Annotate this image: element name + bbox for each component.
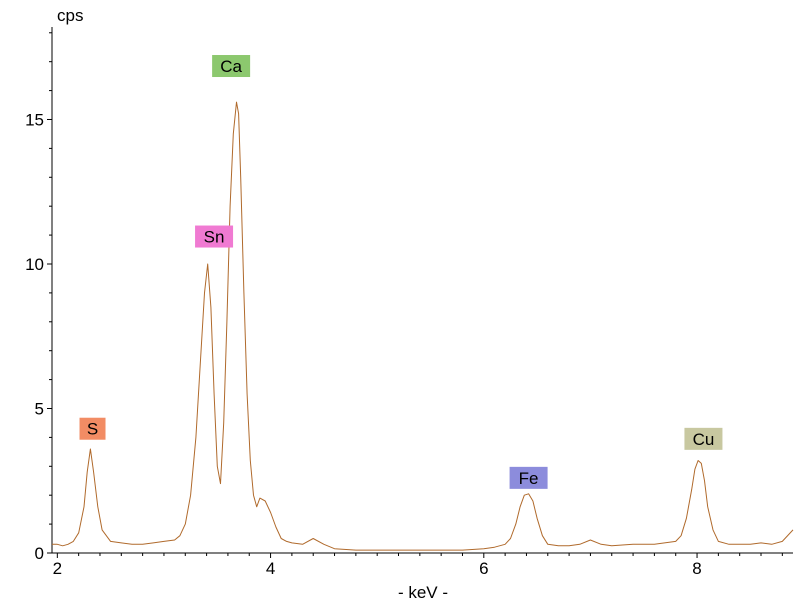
- x-tick-label: 2: [53, 559, 62, 578]
- peak-label-fe: Fe: [509, 466, 548, 489]
- peak-label-text: Ca: [220, 57, 242, 76]
- x-tick-label: 8: [692, 559, 701, 578]
- peak-label-text: Cu: [693, 430, 715, 449]
- peak-label-box: [509, 466, 548, 489]
- peak-label-box: [79, 417, 106, 440]
- peak-label-sn: Sn: [195, 225, 234, 248]
- peak-label-s: S: [79, 417, 106, 440]
- peak-label-text: Sn: [204, 228, 225, 247]
- y-tick-label: 5: [35, 399, 44, 418]
- y-tick-label: 15: [25, 110, 44, 129]
- x-tick-label: 4: [266, 559, 275, 578]
- peak-label-ca: Ca: [212, 55, 251, 78]
- peak-label-box: [684, 427, 723, 450]
- peak-label-text: Fe: [519, 469, 539, 488]
- tick-group: 2 4 6 8 0 5 10 15: [25, 32, 783, 578]
- peak-label-text: S: [87, 420, 98, 439]
- peak-label-box: [195, 225, 234, 248]
- x-axis-title: - keV -: [398, 583, 448, 602]
- peak-label-box: [212, 55, 251, 78]
- peak-labels-layer: S Sn Ca Fe Cu: [79, 55, 723, 489]
- axes: [51, 27, 793, 554]
- y-tick-label: 0: [35, 544, 44, 563]
- spectrum-line: [52, 101, 794, 551]
- peak-label-cu: Cu: [684, 427, 723, 450]
- y-tick-label: 10: [25, 255, 44, 274]
- y-axis-title: cps: [57, 6, 83, 25]
- x-tick-label: 6: [479, 559, 488, 578]
- series-layer: [52, 101, 794, 551]
